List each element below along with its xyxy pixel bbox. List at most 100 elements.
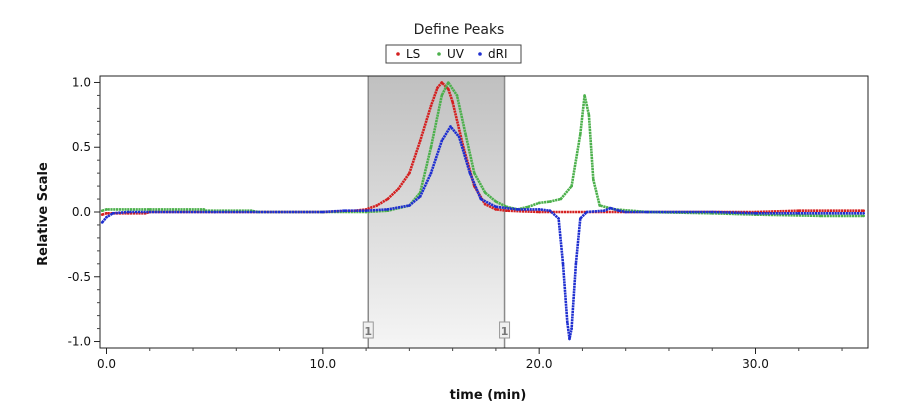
data-point [527, 205, 530, 209]
data-point [449, 125, 452, 128]
data-point [537, 208, 541, 211]
data-point [202, 208, 206, 211]
data-point [100, 221, 104, 224]
data-point [754, 212, 757, 215]
x-tick-label: 10.0 [309, 357, 336, 371]
data-point [447, 81, 450, 84]
data-point [579, 217, 582, 220]
data-point [111, 212, 115, 215]
data-point [105, 212, 108, 215]
series-line-dRI [101, 125, 864, 341]
data-point [574, 262, 578, 266]
data-point [862, 209, 865, 212]
data-point [429, 145, 433, 149]
data-point [483, 202, 487, 206]
data-point [447, 87, 450, 91]
data-point [624, 210, 627, 214]
data-point [364, 209, 368, 212]
data-point [570, 327, 573, 330]
series-layer [100, 81, 865, 341]
data-point [862, 212, 865, 215]
y-tick-label: 1.0 [72, 75, 91, 89]
data-point [561, 262, 565, 266]
data-point [494, 205, 498, 209]
data-point [408, 204, 411, 207]
data-point [451, 100, 454, 104]
data-point [592, 178, 595, 181]
data-point [429, 171, 433, 175]
peak-handle-label: 1 [364, 325, 372, 338]
data-point [464, 133, 467, 136]
data-point [429, 104, 433, 108]
data-point [386, 197, 390, 201]
legend-item-dRI[interactable]: dRI [478, 47, 508, 61]
legend-marker [478, 52, 482, 56]
data-point [343, 209, 346, 212]
data-point [548, 209, 552, 212]
data-point [505, 209, 509, 212]
data-point [105, 208, 108, 211]
legend-label: UV [447, 47, 465, 61]
data-point [148, 208, 152, 211]
data-point [473, 171, 476, 175]
data-point [418, 139, 422, 143]
y-tick-label: 0.5 [72, 140, 91, 154]
data-point [602, 209, 606, 212]
data-point [797, 212, 801, 215]
legend-marker [437, 52, 441, 56]
data-point [213, 210, 216, 214]
y-tick-label: -0.5 [68, 270, 91, 284]
data-point [100, 209, 104, 212]
x-axis-label: time (min) [450, 388, 527, 403]
peak-handle[interactable] [362, 321, 374, 339]
data-point [598, 204, 601, 207]
data-point [710, 210, 714, 214]
data-point [566, 320, 569, 324]
legend-marker [396, 52, 400, 56]
data-point [483, 191, 487, 194]
legend-label: LS [406, 47, 420, 61]
data-point [559, 197, 563, 201]
legend[interactable]: LS UV dRI [385, 44, 522, 64]
peak-region[interactable] [368, 76, 505, 348]
data-point [537, 210, 541, 214]
data-point [568, 337, 571, 341]
data-point [797, 209, 801, 212]
data-point [321, 210, 325, 214]
legend-label: dRI [488, 47, 508, 61]
chart-title: Define Peaks [414, 22, 505, 38]
peak-handle-label: 1 [501, 325, 509, 338]
data-point [408, 171, 411, 175]
x-tick-label: 30.0 [742, 357, 769, 371]
data-point [468, 171, 472, 175]
data-point [646, 210, 649, 214]
data-point [436, 86, 439, 89]
data-point [386, 208, 390, 211]
peak-handle[interactable] [499, 321, 511, 339]
data-point [375, 204, 379, 207]
data-point [418, 195, 422, 198]
data-point [457, 135, 461, 139]
legend-item-UV[interactable]: UV [437, 47, 465, 61]
legend-box [385, 44, 522, 64]
data-point [548, 200, 552, 203]
data-point [440, 139, 444, 143]
data-point [583, 94, 586, 97]
data-point [570, 184, 573, 188]
legend-item-LS[interactable]: LS [396, 47, 420, 61]
y-tick-label: 0.0 [72, 205, 91, 219]
series-dRI [100, 125, 865, 341]
y-axis-label: Relative Scale [36, 162, 51, 266]
y-tick-label: -1.0 [68, 335, 91, 349]
data-point [440, 81, 444, 84]
data-point [494, 200, 498, 203]
x-tick-label: 0.0 [97, 357, 116, 371]
data-point [105, 215, 108, 219]
data-point [440, 94, 444, 97]
x-tick-label: 20.0 [526, 357, 553, 371]
data-point [516, 208, 519, 211]
data-point [126, 210, 130, 214]
data-point [609, 206, 612, 210]
data-point [455, 94, 459, 97]
